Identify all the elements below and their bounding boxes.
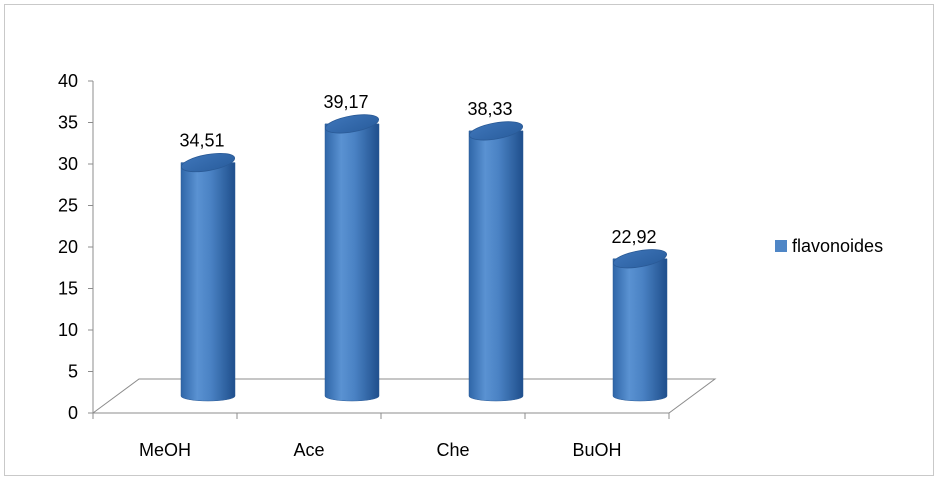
bar-cap <box>468 121 524 141</box>
bar-ace <box>324 114 380 402</box>
bar-che <box>468 121 524 402</box>
bar-body <box>324 123 380 402</box>
y-tick-label: 0 <box>68 403 78 423</box>
bar-cap <box>180 152 236 173</box>
y-tick-label: 25 <box>58 196 78 216</box>
y-tick-label: 15 <box>58 279 78 299</box>
bar-body <box>468 130 524 402</box>
x-category-label: Ace <box>293 440 324 460</box>
data-label: 34,51 <box>179 131 224 151</box>
legend: flavonoides <box>775 236 883 256</box>
legend-label-flavonoides: flavonoides <box>792 236 883 256</box>
y-tick-label: 30 <box>58 154 78 174</box>
data-label: 39,17 <box>323 92 368 112</box>
x-category-label: BuOH <box>572 440 621 460</box>
bar-body <box>612 258 668 402</box>
bar-buoh <box>612 249 668 402</box>
bar-meoh <box>180 152 236 402</box>
data-label: 38,33 <box>467 99 512 119</box>
x-category-label: Che <box>436 440 469 460</box>
y-tick-label: 10 <box>58 320 78 340</box>
chart-floor <box>91 378 717 414</box>
data-label: 22,92 <box>611 227 656 247</box>
data-labels: 34,51 39,17 38,33 22,92 <box>179 92 656 247</box>
bar-body <box>180 162 236 402</box>
legend-swatch <box>775 240 787 252</box>
bar-series <box>180 114 668 402</box>
y-tick-label: 20 <box>58 237 78 257</box>
y-tick-label: 35 <box>58 113 78 133</box>
y-tick-label: 40 <box>58 71 78 91</box>
y-axis: 0 5 10 15 20 25 30 35 40 <box>58 71 93 423</box>
y-tick-label: 5 <box>68 362 78 382</box>
bar-cap <box>612 249 668 269</box>
x-axis: MeOH Ace Che BuOH <box>92 413 670 460</box>
bar-cap <box>324 114 380 134</box>
x-category-label: MeOH <box>139 440 191 460</box>
